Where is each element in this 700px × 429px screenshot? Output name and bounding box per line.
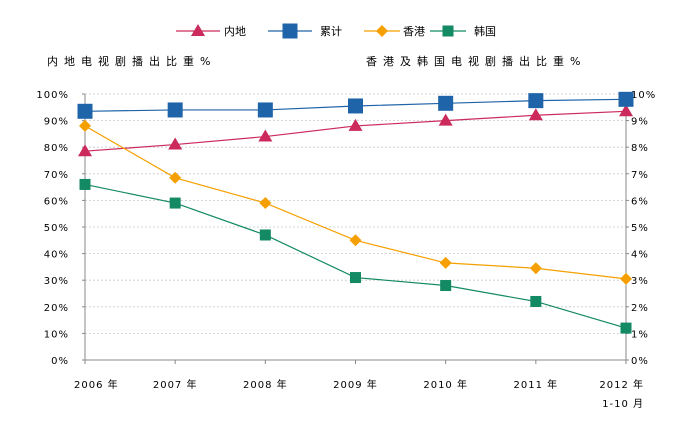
legend-label: 内地 xyxy=(224,24,246,38)
x-tick-label: 2010 年 xyxy=(423,378,468,391)
right-tick-label: 1% xyxy=(631,329,649,340)
left-tick-label: 100% xyxy=(36,90,69,101)
right-axis-title: 香港及韩国电视剧播出比重% xyxy=(366,54,586,68)
data-point xyxy=(619,104,633,117)
data-point xyxy=(168,137,183,150)
legend-marker xyxy=(282,23,298,39)
legend-label: 累计 xyxy=(320,25,342,38)
data-point xyxy=(77,103,93,119)
right-tick-label: 2% xyxy=(631,303,649,314)
right-tick-label: 7% xyxy=(631,170,649,181)
legend-marker xyxy=(442,25,454,37)
right-tick-label: 4% xyxy=(631,250,649,261)
data-point xyxy=(620,272,632,285)
right-tick-label: 6% xyxy=(631,196,649,207)
right-tick-label: 5% xyxy=(631,223,649,234)
data-point xyxy=(169,197,181,209)
data-point xyxy=(438,113,453,126)
data-point xyxy=(257,102,273,118)
x-tick-label: 2007 年 xyxy=(153,378,198,391)
data-point xyxy=(167,102,183,118)
data-point xyxy=(348,118,363,131)
series-内地 xyxy=(78,104,633,157)
data-point xyxy=(528,108,543,121)
data-point xyxy=(620,322,632,334)
left-tick-label: 10% xyxy=(44,329,69,340)
x-tick-label: 2011 年 xyxy=(514,378,559,391)
series-香港 xyxy=(79,119,632,285)
left-axis-title: 内地电视剧播出比重% xyxy=(47,54,216,68)
data-point xyxy=(348,98,363,114)
data-point xyxy=(528,93,544,109)
data-point xyxy=(618,91,634,107)
data-point xyxy=(259,197,272,210)
data-point xyxy=(438,95,454,111)
left-tick-label: 20% xyxy=(44,303,69,314)
legend: 内地 累计 香港 韩国 xyxy=(176,23,496,39)
axes xyxy=(82,93,629,364)
data-point xyxy=(529,262,542,275)
right-tick-label: 0% xyxy=(631,356,649,367)
left-tick-label: 50% xyxy=(44,223,69,234)
x-tick-label: 2009 年 xyxy=(333,378,378,391)
right-tick-label: 3% xyxy=(631,276,649,287)
series-group xyxy=(77,91,634,334)
x-tick-label: 2008 年 xyxy=(243,378,288,391)
series-line xyxy=(84,110,627,152)
left-tick-label: 90% xyxy=(44,117,69,128)
left-tick-label: 70% xyxy=(44,170,69,181)
right-tick-label: 9% xyxy=(631,117,649,128)
data-point xyxy=(530,295,542,307)
series-韩国 xyxy=(79,178,632,334)
data-point xyxy=(350,272,361,284)
data-point xyxy=(258,129,273,142)
data-point xyxy=(439,256,452,269)
data-point xyxy=(79,119,91,132)
legend-marker xyxy=(376,25,388,37)
data-point xyxy=(259,229,271,241)
series-累计 xyxy=(77,91,634,119)
series-line xyxy=(84,125,627,280)
tick-labels: 0% 10% 20% 30% 40% 50% 60% 70% 80% 90% 100% 0% 1% 2% 3… xyxy=(36,90,656,410)
data-point xyxy=(79,178,91,190)
left-tick-label: 40% xyxy=(44,250,69,261)
right-tick-label: 8% xyxy=(631,143,649,154)
legend-marker xyxy=(191,24,205,36)
data-point xyxy=(78,144,92,157)
right-tick-label: 10% xyxy=(631,90,656,101)
data-point xyxy=(169,171,182,184)
legend-label: 韩国 xyxy=(474,24,496,38)
data-point xyxy=(440,280,452,292)
data-point xyxy=(349,234,362,247)
x-tick-label: 2006 年 xyxy=(74,378,119,391)
x-tick-sublabel: 1-10 月 xyxy=(602,398,644,410)
x-tick-label: 2012 年 xyxy=(599,378,644,391)
legend-label: 香港 xyxy=(403,25,425,38)
left-tick-label: 30% xyxy=(44,276,69,287)
left-tick-label: 0% xyxy=(51,356,69,367)
left-tick-label: 80% xyxy=(44,143,69,154)
left-tick-label: 60% xyxy=(44,196,69,207)
